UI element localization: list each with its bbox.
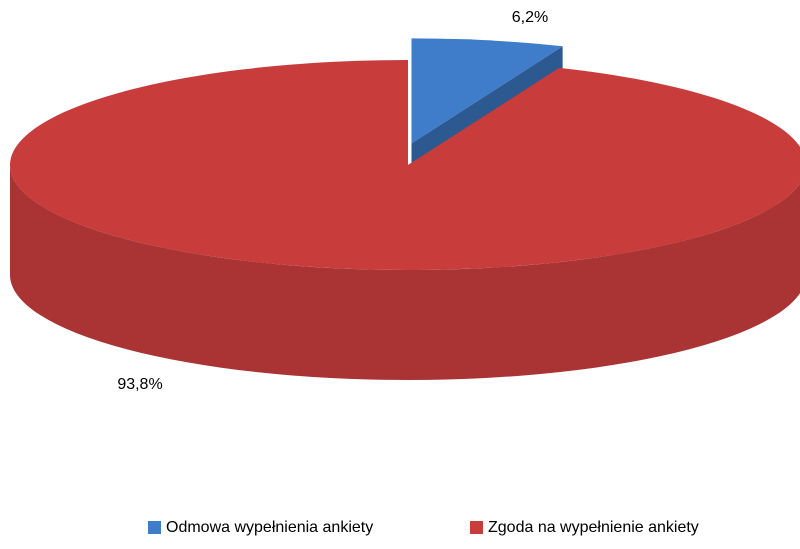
legend-label: Odmowa wypełnienia ankiety [166,519,373,536]
value-label: 93,8% [117,376,162,393]
slice-top [411,38,563,144]
slice-side [10,165,800,380]
slice-top [10,60,800,270]
legend-swatch [148,521,161,534]
legend-label: Zgoda na wypełnienie ankiety [488,519,699,536]
value-label: 6,2% [512,9,548,26]
legend-swatch [470,521,483,534]
